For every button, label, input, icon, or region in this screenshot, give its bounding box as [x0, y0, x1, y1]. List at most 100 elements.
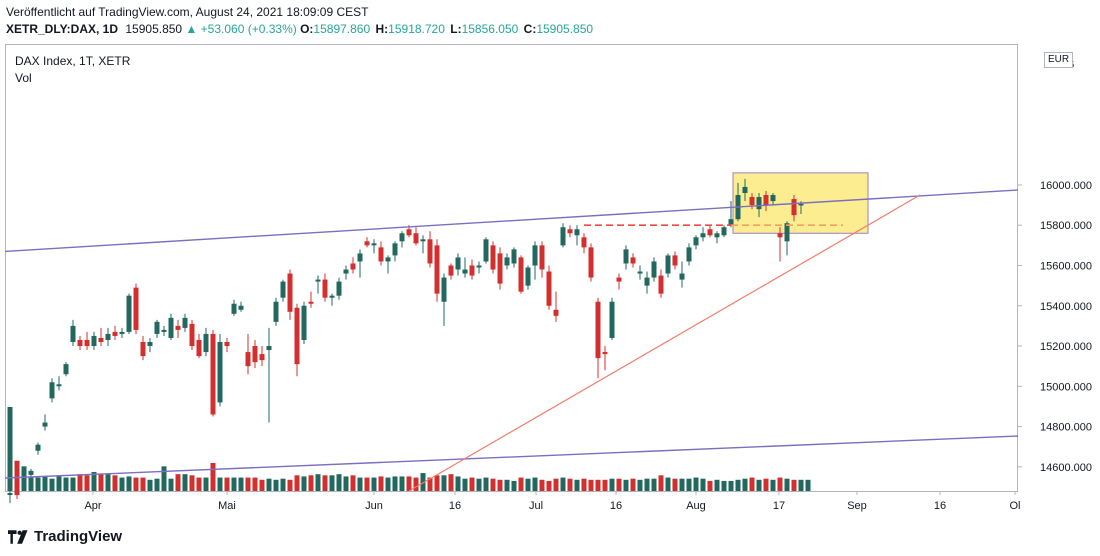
volume-bar	[532, 477, 538, 491]
volume-bar	[567, 478, 573, 491]
volume-bar	[651, 478, 657, 491]
support-trendline[interactable]	[408, 194, 921, 492]
volume-bar	[70, 477, 76, 491]
legend-title: DAX Index, 1T, XETR	[15, 54, 131, 68]
volume-bar	[441, 475, 447, 491]
volume-bar	[357, 477, 363, 491]
volume-bar	[189, 475, 195, 491]
candle	[105, 327, 111, 347]
candle	[28, 468, 34, 481]
candle	[602, 346, 608, 371]
footer-brand[interactable]: TradingView	[8, 528, 122, 545]
candle	[238, 301, 244, 312]
volume-bar	[714, 479, 720, 491]
volume-bar	[56, 476, 62, 491]
volume-bar	[301, 476, 307, 491]
candle	[168, 313, 174, 340]
volume-bar	[497, 479, 503, 491]
candle	[777, 227, 783, 262]
candle	[119, 327, 125, 338]
volume-bar	[280, 478, 286, 491]
volume-bar	[511, 480, 517, 491]
symbol-name[interactable]: XETR_DLY:DAX, 1D	[6, 22, 119, 36]
high-label: H:	[375, 22, 389, 36]
candle	[287, 269, 293, 320]
volume-bar	[315, 474, 321, 491]
symbol-bar: XETR_DLY:DAX, 1D 15905.850 ▲ +53.060 (+0…	[6, 22, 595, 36]
candle	[217, 333, 223, 407]
candle	[637, 265, 643, 280]
candle	[63, 362, 69, 377]
time-tick-label: Ol	[1010, 500, 1021, 512]
time-axis[interactable]: Apr Mai Jun 16 Jul 16 Aug 17 Sep 16 Ol	[84, 491, 1021, 512]
volume-bar	[483, 477, 489, 491]
upper-trendline[interactable]	[4, 189, 1019, 253]
volume-bar	[560, 477, 566, 491]
volume-bar	[161, 466, 167, 491]
candle	[672, 251, 678, 270]
volume-bar	[595, 479, 601, 491]
volume-bar	[504, 479, 510, 491]
open-label: O:	[300, 22, 314, 36]
candle	[623, 245, 629, 270]
volume-bar	[434, 475, 440, 491]
chart-pane[interactable]	[5, 44, 1018, 492]
volume-bar	[259, 479, 265, 491]
volume-bar	[462, 478, 468, 491]
volume-bar	[791, 479, 797, 491]
volume-bar	[252, 477, 258, 491]
volume-bar	[679, 478, 685, 491]
candle	[98, 327, 104, 347]
volume-bar	[175, 474, 181, 491]
volume-bar	[217, 477, 223, 491]
volume-bar	[686, 478, 692, 491]
candle	[196, 333, 202, 359]
volume-bar	[98, 474, 104, 491]
volume-bar	[273, 479, 279, 491]
volume-bar	[224, 477, 230, 491]
volume-trendline[interactable]	[4, 435, 1019, 479]
volume-bar	[329, 475, 335, 491]
candle	[742, 178, 748, 202]
time-tick-label: Aug	[686, 500, 706, 512]
candle	[392, 241, 398, 262]
candle	[91, 331, 97, 351]
volume-bar	[602, 479, 608, 491]
time-tick-label: Apr	[84, 500, 101, 512]
volume-bar	[749, 477, 755, 491]
candle	[322, 273, 328, 302]
volume-bar	[14, 460, 20, 491]
volume-bar	[168, 478, 174, 491]
open-value: 15897.860	[313, 22, 371, 36]
candle	[224, 337, 230, 353]
candle	[231, 299, 237, 316]
time-tick-label: Mai	[218, 500, 236, 512]
candle	[693, 235, 699, 250]
currency-badge[interactable]: EUR	[1044, 52, 1074, 68]
published-note: Veröffentlicht auf TradingView.com, Augu…	[6, 5, 369, 19]
candle	[350, 257, 356, 274]
volume-bar	[735, 479, 741, 491]
volume-bar	[518, 477, 524, 491]
volume-bar	[294, 475, 300, 491]
time-tick-label: Sep	[847, 500, 867, 512]
candle	[133, 283, 139, 334]
candle	[770, 193, 776, 206]
candle	[595, 297, 601, 379]
volume-bar	[77, 474, 83, 491]
volume-bar	[427, 477, 433, 491]
candle	[679, 261, 685, 288]
candle	[665, 253, 671, 278]
volume-bar	[7, 407, 13, 491]
candle	[308, 291, 314, 308]
legend-volume: Vol	[15, 71, 32, 85]
time-tick-label: 16	[934, 500, 946, 512]
candle	[721, 225, 727, 238]
volume-bar	[112, 475, 118, 491]
price-axis[interactable]: 14600.000 14800.000 15000.000 15200.000 1540…	[1018, 59, 1092, 474]
volume-bar	[588, 479, 594, 491]
volume-bar	[133, 477, 139, 491]
volume-bar	[469, 477, 475, 491]
low-value: 15856.050	[461, 22, 519, 36]
